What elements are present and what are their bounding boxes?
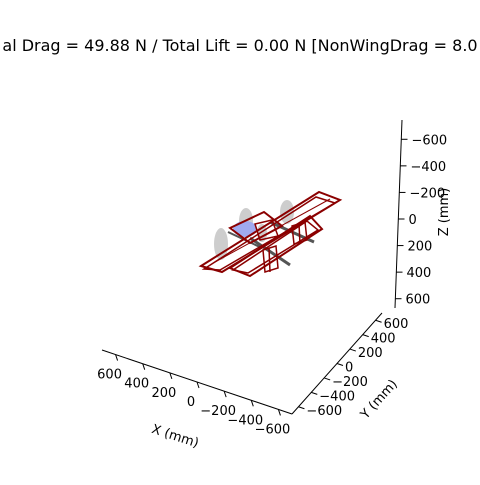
aircraft-model — [198, 190, 343, 278]
z-tick-label: −600 — [412, 133, 448, 148]
fin-post-left — [268, 247, 271, 273]
center-frame — [228, 210, 284, 245]
x-tick-mark — [196, 381, 200, 389]
y-tick-mark — [298, 406, 305, 410]
fin-post-right — [298, 223, 301, 245]
y-tick-mark — [349, 348, 357, 352]
x-tick-mark — [115, 354, 119, 361]
center-frame-inner — [254, 219, 280, 241]
z-tick-label: −200 — [410, 186, 446, 201]
z-tick-label: 0 — [409, 213, 417, 228]
y-tick-label: 200 — [358, 346, 383, 361]
y-tick-label: 0 — [345, 361, 353, 376]
vertical-fin-left — [262, 245, 279, 273]
x-tick-mark — [223, 390, 227, 398]
y-tick-mark — [323, 377, 331, 381]
tail-wing-frame-inner — [231, 220, 320, 274]
y-tick-label: −400 — [319, 389, 355, 404]
x-tick-label: −400 — [227, 413, 263, 428]
boom-left — [249, 236, 291, 267]
z-axis-line — [394, 119, 403, 309]
z-tick-label: 200 — [408, 240, 433, 255]
chart-title: al Drag = 49.88 N / Total Lift = 0.00 N … — [2, 36, 477, 55]
x-tick-mark — [169, 372, 173, 380]
x-tick-label: 0 — [187, 395, 195, 410]
z-tick-label: −400 — [411, 160, 447, 175]
fuselage — [233, 221, 257, 237]
x-tick-mark — [142, 363, 146, 370]
y-tick-mark — [311, 391, 318, 395]
x-axis-label: X (mm) — [150, 422, 201, 451]
z-axis-label: Z (mm) — [437, 188, 452, 237]
z-tick-label: 400 — [407, 266, 432, 281]
wing-frames — [198, 190, 343, 278]
tail-wing-frame — [227, 214, 324, 278]
x-tick-label: 200 — [151, 386, 176, 401]
y-tick-mark — [362, 334, 369, 338]
x-tick-label: 400 — [124, 377, 149, 392]
y-tick-label: 600 — [384, 317, 409, 332]
z-axis: −600 −400 −200 0 200 400 600 Z (mm) — [394, 119, 452, 309]
y-tick-label: −200 — [332, 375, 368, 390]
z-tick-label: 600 — [406, 293, 431, 308]
vertical-fin-right — [291, 221, 308, 245]
main-wing-frame-inner — [201, 196, 337, 271]
y-tick-label: 400 — [371, 332, 396, 347]
x-tick-mark — [250, 400, 254, 407]
x-tick-label: −600 — [255, 422, 291, 437]
y-tick-mark — [336, 363, 344, 366]
y-tick-label: −600 — [306, 404, 342, 419]
y-tick-mark — [375, 319, 382, 323]
x-tick-mark — [277, 409, 281, 416]
x-tick-label: −200 — [200, 404, 236, 419]
x-tick-label: 600 — [97, 368, 122, 383]
z-axis-ticks: −600 −400 −200 0 200 400 600 — [395, 133, 448, 308]
